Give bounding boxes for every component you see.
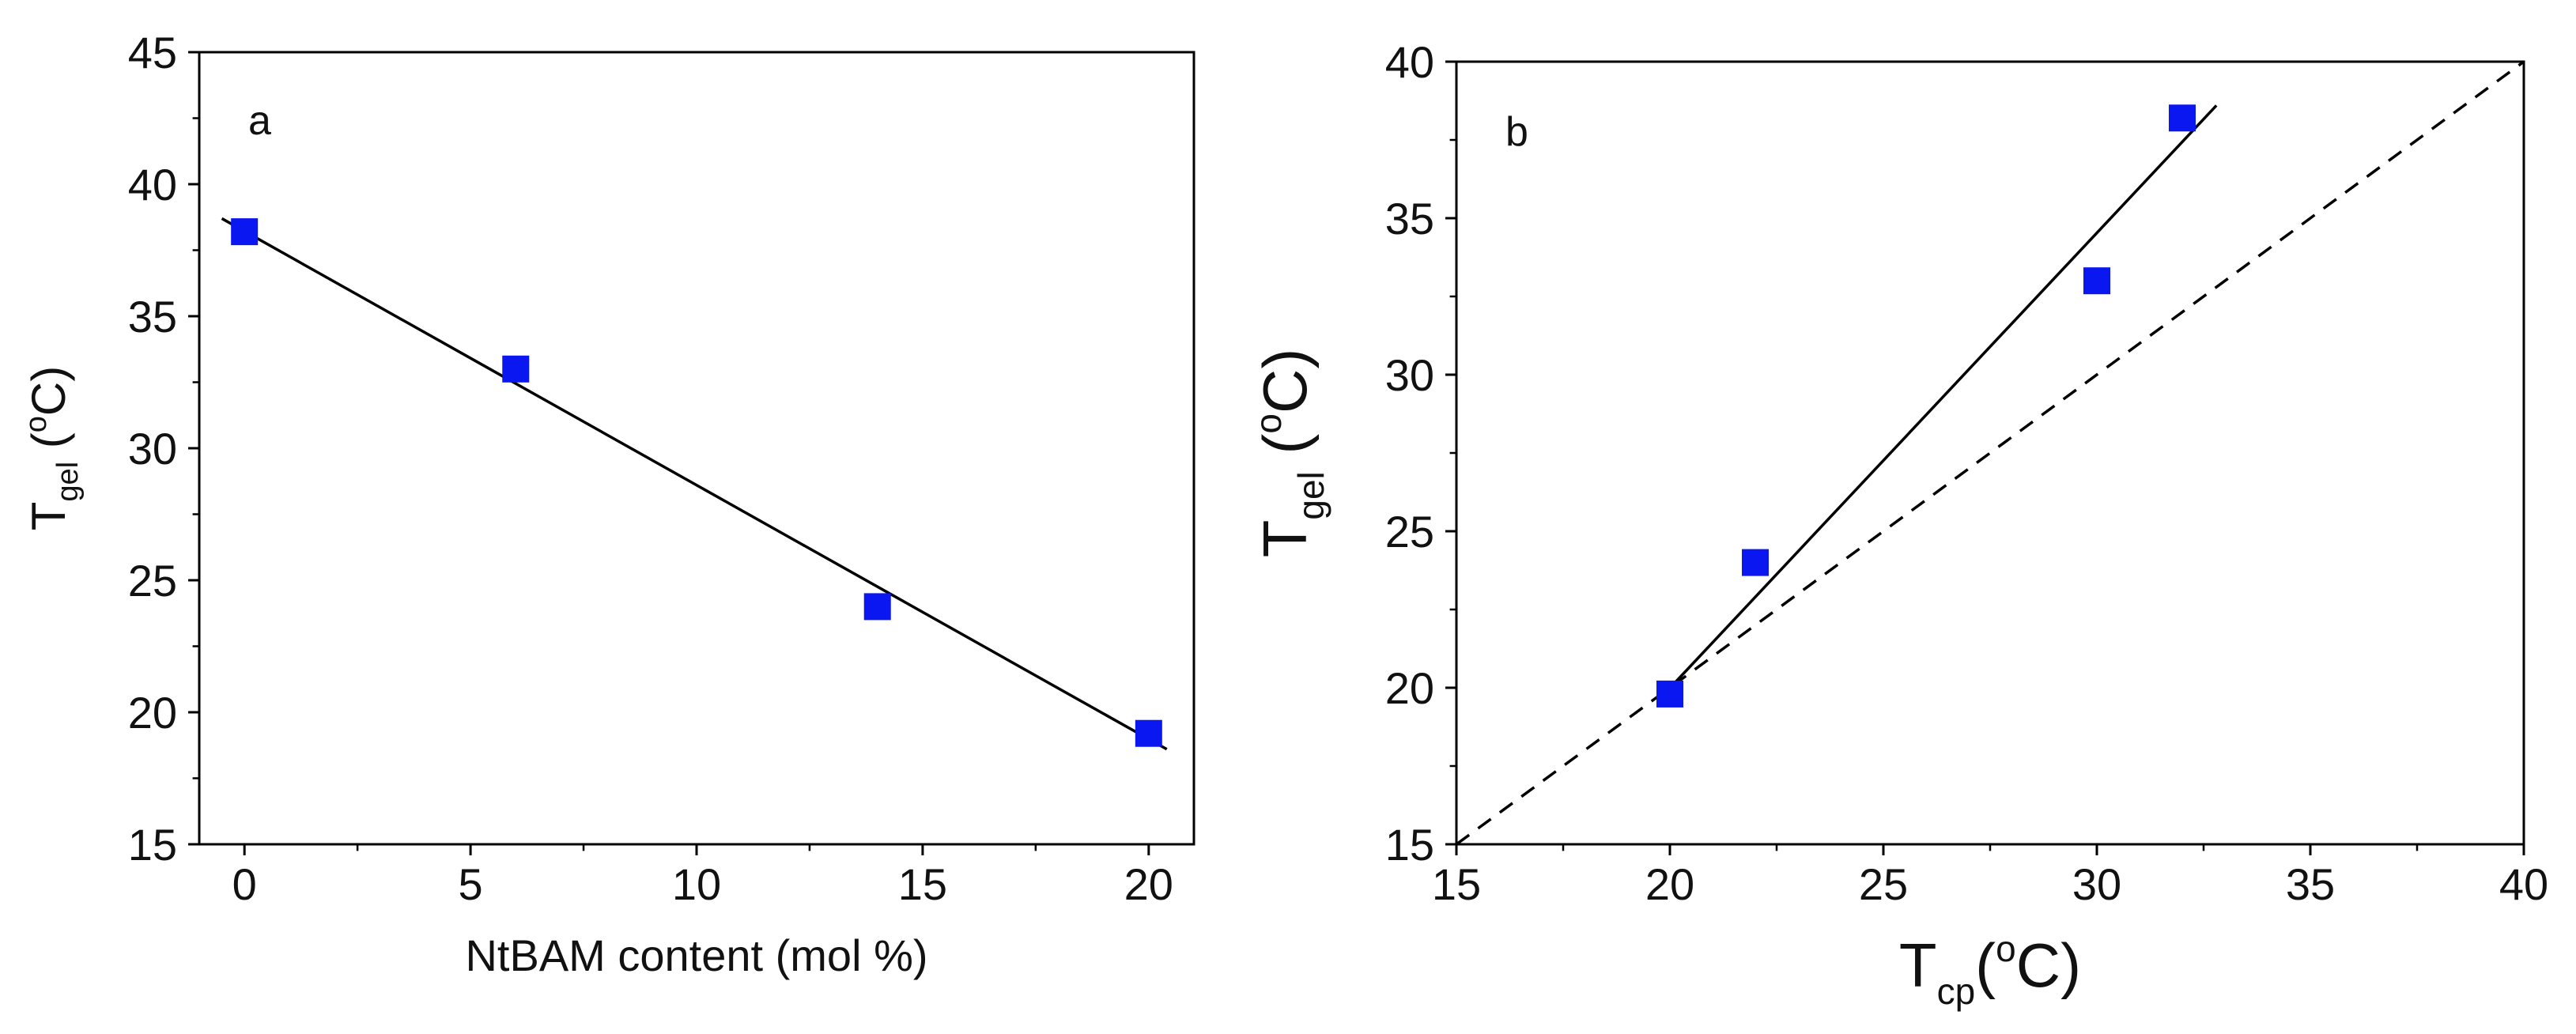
y-axis-b: 15 20 25 30 35 40 bbox=[1385, 37, 1456, 870]
x-tick-label: 30 bbox=[2072, 859, 2121, 909]
y-tick-label: 35 bbox=[128, 292, 177, 342]
x-axis-title-b: Tcp(oC) bbox=[1899, 928, 2081, 1012]
x-tick-label: 15 bbox=[1432, 859, 1481, 909]
panel-b: 15 20 25 30 35 40 15 20 25 30 35 40 b Tcp(oC) Tgel… bbox=[1248, 37, 2548, 1012]
y-tick-label: 35 bbox=[1385, 194, 1434, 243]
fit-lines-b bbox=[1455, 60, 2525, 846]
y-tick-label: 20 bbox=[128, 688, 177, 738]
x-tick-label: 10 bbox=[672, 859, 721, 909]
panel-label-a: a bbox=[248, 98, 271, 144]
x-tick-label: 20 bbox=[1124, 859, 1173, 909]
x-tick-label: 20 bbox=[1645, 859, 1694, 909]
y-axis-title-a: Tgel (oC) bbox=[20, 366, 85, 530]
data-point bbox=[1742, 549, 1769, 576]
y-axis-a: 15 20 25 30 35 40 45 bbox=[128, 28, 199, 870]
data-point bbox=[1135, 719, 1162, 747]
y-tick-label: 30 bbox=[1385, 350, 1434, 400]
panel-a: 0 5 10 15 20 15 20 25 30 35 40 45 a NtBAM content … bbox=[20, 28, 1195, 980]
y-tick-label: 30 bbox=[128, 424, 177, 474]
data-point bbox=[502, 355, 530, 383]
plot-frame-a bbox=[198, 51, 1195, 846]
x-tick-label: 5 bbox=[459, 859, 483, 909]
x-axis-a: 0 5 10 15 20 bbox=[232, 844, 1173, 909]
x-tick-label: 0 bbox=[232, 859, 257, 909]
y-axis-title-b: Tgel (oC) bbox=[1248, 349, 1331, 558]
y-tick-label: 40 bbox=[128, 160, 177, 209]
data-point bbox=[1656, 680, 1683, 708]
data-point bbox=[2083, 267, 2110, 295]
y-tick-label: 15 bbox=[128, 820, 177, 870]
y-tick-label: 40 bbox=[1385, 37, 1434, 87]
panel-label-b: b bbox=[1505, 109, 1528, 155]
x-tick-label: 25 bbox=[1859, 859, 1908, 909]
x-tick-label: 35 bbox=[2286, 859, 2335, 909]
data-points-b bbox=[1656, 104, 2196, 708]
fit-line bbox=[1660, 104, 2218, 699]
data-point bbox=[231, 218, 259, 246]
y-tick-label: 20 bbox=[1385, 663, 1434, 713]
x-axis-b: 15 20 25 30 35 40 bbox=[1432, 844, 2548, 909]
reference-line-dashed bbox=[1455, 60, 2525, 846]
y-tick-label: 15 bbox=[1385, 820, 1434, 870]
y-tick-label: 45 bbox=[128, 28, 177, 77]
x-tick-label: 15 bbox=[898, 859, 947, 909]
y-tick-label: 25 bbox=[1385, 507, 1434, 557]
x-axis-title-a: NtBAM content (mol %) bbox=[465, 930, 927, 980]
fit-line bbox=[221, 217, 1168, 751]
fit-lines-a bbox=[221, 217, 1168, 751]
x-tick-label: 40 bbox=[2499, 859, 2548, 909]
y-tick-label: 25 bbox=[128, 556, 177, 606]
data-point bbox=[863, 593, 891, 621]
data-points-a bbox=[231, 218, 1162, 747]
data-point bbox=[2169, 104, 2196, 132]
